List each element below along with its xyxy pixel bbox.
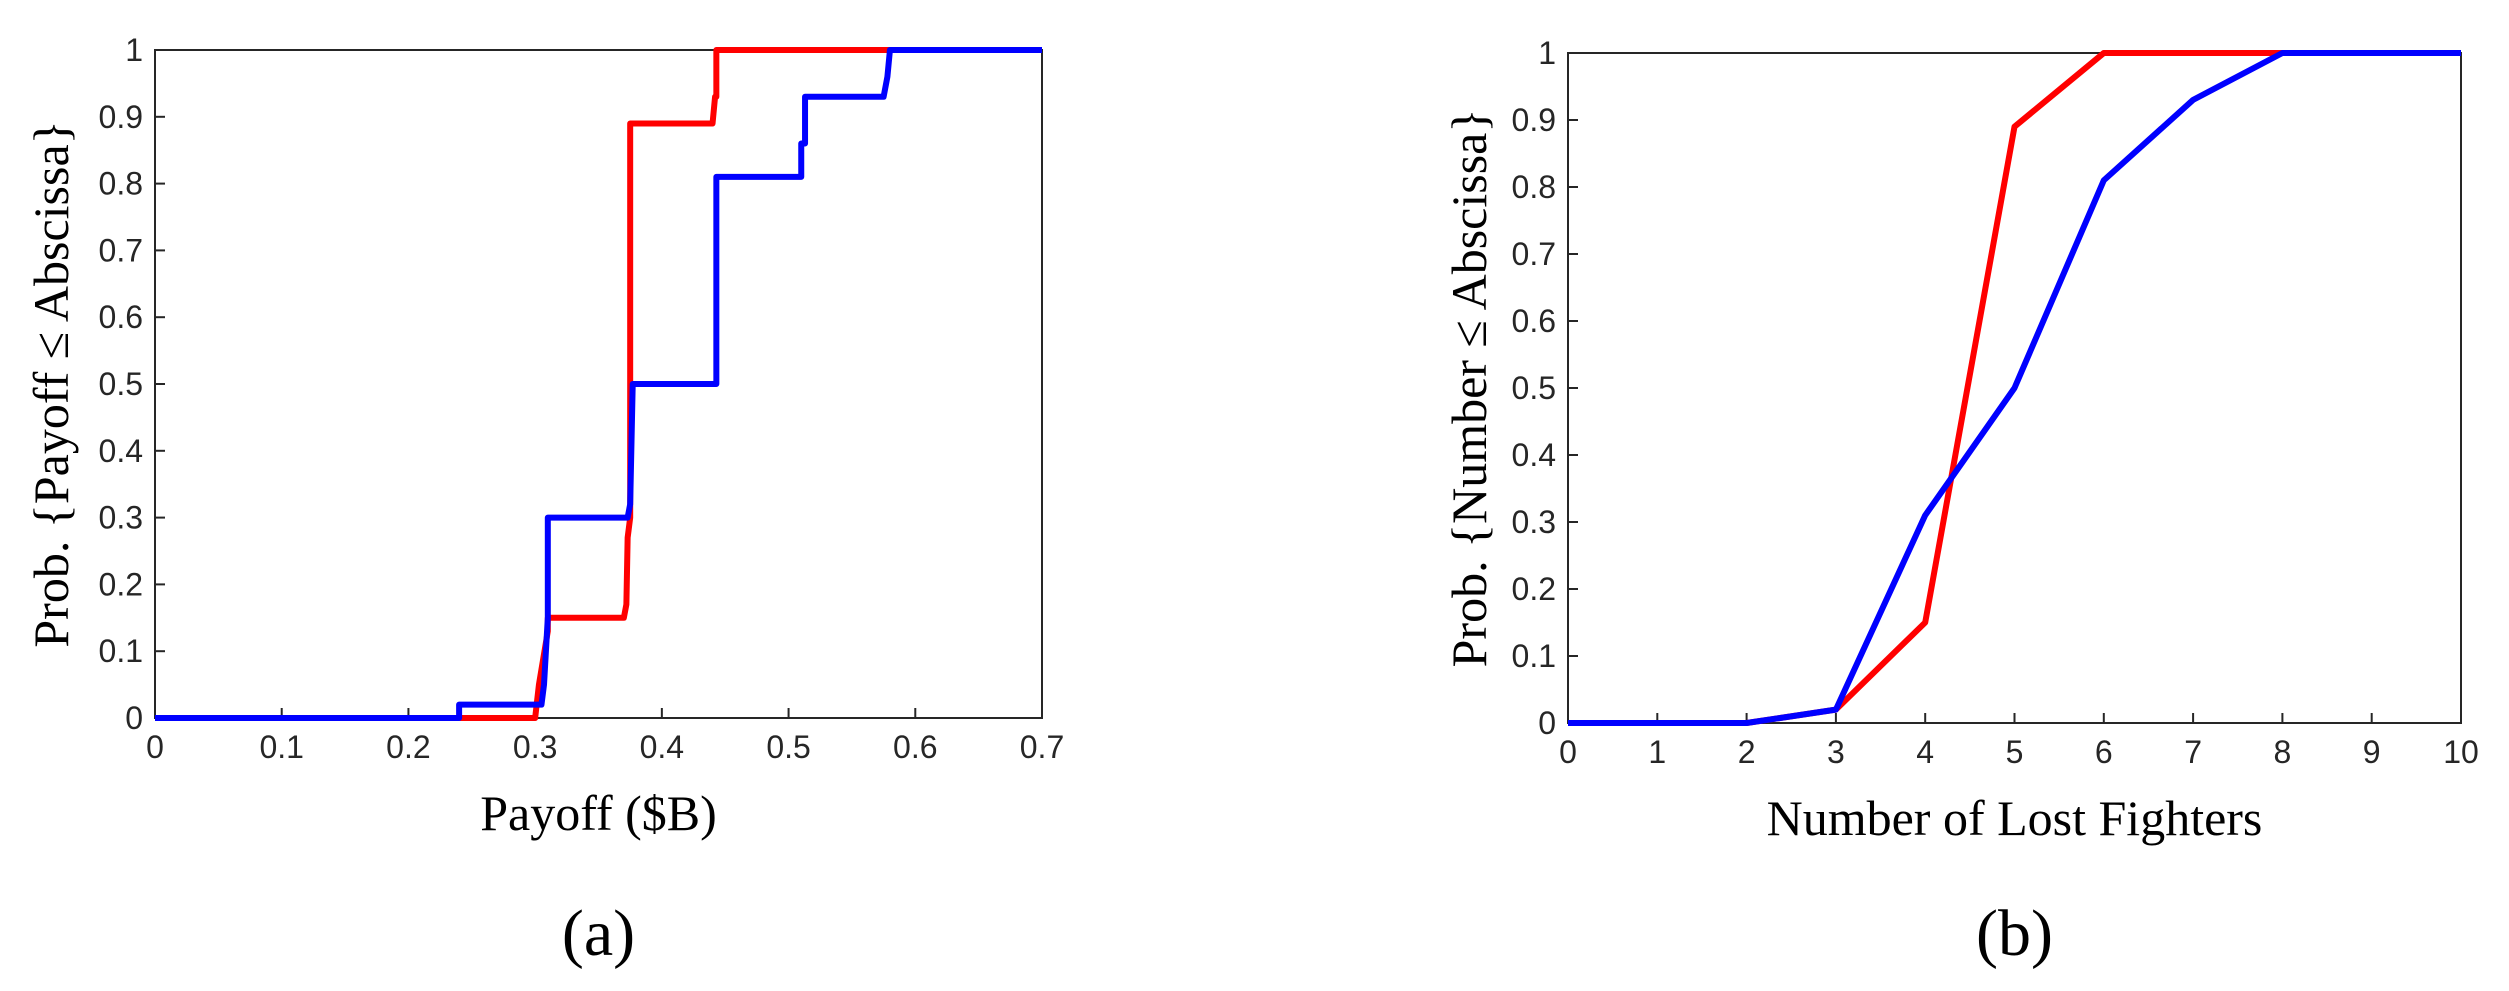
y-tick-label: 0.9	[1512, 102, 1556, 138]
series-line	[155, 47, 1042, 721]
y-tick-label: 0.8	[99, 166, 143, 202]
x-tick-label: 2	[1738, 734, 1756, 770]
y-tick-label: 0.5	[1512, 370, 1556, 406]
y-tick-label: 0.4	[1512, 437, 1556, 473]
x-tick-label: 0.1	[259, 729, 303, 765]
y-tick-label: 0.3	[1512, 504, 1556, 540]
y-axis-label: Prob. {Number ≤ Abscissa}	[1441, 109, 1497, 668]
y-tick-label: 0.7	[1512, 236, 1556, 272]
x-tick-label: 6	[2095, 734, 2113, 770]
y-tick-label: 0.6	[99, 299, 143, 335]
x-tick-label: 5	[2006, 734, 2024, 770]
series-line	[155, 47, 1042, 721]
y-tick-label: 0.6	[1512, 303, 1556, 339]
y-tick-label: 0.1	[99, 633, 143, 669]
y-tick-label: 0	[1538, 705, 1556, 741]
y-tick-label: 0.1	[1512, 638, 1556, 674]
y-axis-label: Prob. {Payoff ≤ Abscissa}	[23, 120, 79, 647]
y-tick-label: 0.9	[99, 99, 143, 135]
x-tick-label: 3	[1827, 734, 1845, 770]
x-tick-label: 0	[1559, 734, 1577, 770]
x-tick-label: 0.6	[893, 729, 937, 765]
x-tick-label: 7	[2184, 734, 2202, 770]
y-tick-label: 0.4	[99, 433, 143, 469]
x-tick-label: 0.3	[513, 729, 557, 765]
y-tick-label: 0.7	[99, 232, 143, 268]
x-axis-label: Payoff ($B)	[480, 785, 717, 841]
x-tick-label: 0.5	[766, 729, 810, 765]
x-tick-label: 0.7	[1020, 729, 1064, 765]
plot-area	[154, 49, 1043, 719]
y-tick-label: 1	[1538, 35, 1556, 71]
x-tick-label: 10	[2443, 734, 2479, 770]
y-tick-label: 0.8	[1512, 169, 1556, 205]
y-tick-label: 0.2	[99, 566, 143, 602]
x-axis-label: Number of Lost Fighters	[1767, 790, 2263, 846]
x-tick-label: 1	[1648, 734, 1666, 770]
y-tick-label: 0	[125, 700, 143, 736]
subplot-label: (a)	[562, 897, 635, 970]
subplot-label: (b)	[1976, 897, 2053, 970]
y-tick-label: 0.3	[99, 500, 143, 536]
x-tick-label: 0.4	[640, 729, 684, 765]
x-tick-label: 4	[1916, 734, 1934, 770]
x-tick-label: 9	[2363, 734, 2381, 770]
series-line	[1568, 50, 2461, 726]
y-tick-label: 1	[125, 32, 143, 68]
x-tick-label: 8	[2274, 734, 2292, 770]
y-tick-label: 0.5	[99, 366, 143, 402]
x-tick-label: 0	[146, 729, 164, 765]
x-tick-label: 0.2	[386, 729, 430, 765]
y-tick-label: 0.2	[1512, 571, 1556, 607]
